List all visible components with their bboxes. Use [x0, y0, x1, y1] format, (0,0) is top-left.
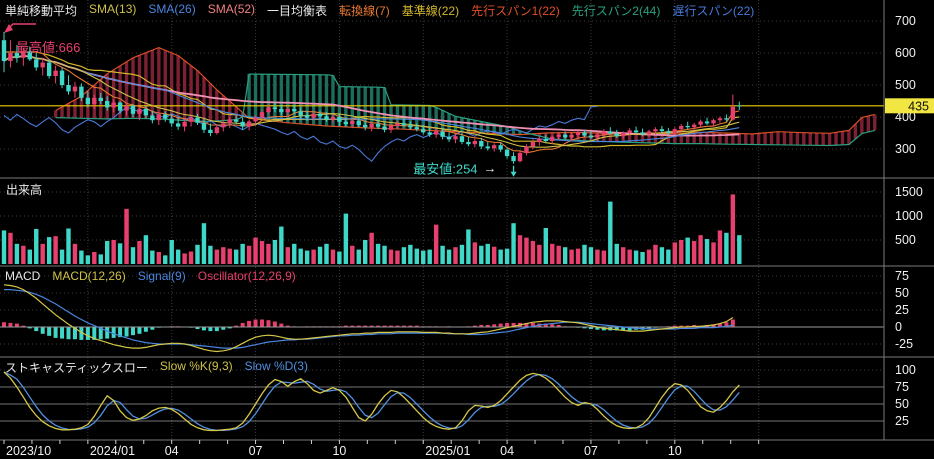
x-axis-label: 10 [332, 444, 346, 458]
macd-axis-label: 75 [895, 269, 909, 283]
current-price-badge: 435 [885, 98, 934, 114]
stoch-axis-label: 75 [895, 380, 909, 394]
x-axis: 2023/10 2024/01 04 07 10 2025/01 04 07 10 [3, 440, 760, 458]
x-axis-label: 2024/01 [90, 444, 135, 458]
macd-axis-label: 25 [895, 303, 909, 317]
price-axis-label: 400 [895, 110, 916, 124]
high-value-annotation: 最高値:666 [16, 40, 80, 55]
x-axis-label: 2023/10 [6, 444, 51, 458]
price-axis-label: 600 [895, 46, 916, 60]
annotations: 最高値:666 最安値:254 → [4, 23, 517, 177]
volume-layer [1, 194, 742, 264]
macd-axis-label: -25 [895, 337, 913, 351]
x-axis-label: 2025/01 [425, 444, 470, 458]
price-axis-label: 300 [895, 142, 916, 156]
volume-axis-label: 1000 [895, 209, 923, 223]
macd-axis-label: 50 [895, 286, 909, 300]
low-arrow-glyph: → [484, 161, 497, 176]
stochastic-layer [3, 371, 740, 432]
x-axis-label: 10 [668, 444, 682, 458]
stoch-axis-label: 100 [895, 363, 916, 377]
panel-separators [0, 0, 934, 441]
x-axis-label: 04 [165, 444, 179, 458]
macd-layer [0, 284, 884, 353]
volume-panel-label: 出来高 [6, 183, 43, 197]
y-axis-labels: 700 600 500 400 300 1500 1000 500 75 50 25 0 -25 100 7… [895, 14, 923, 428]
volume-axis-label: 1500 [895, 185, 923, 199]
stoch-axis-label: 25 [895, 414, 909, 428]
current-price-value: 435 [908, 99, 929, 113]
candles-layer [1, 31, 742, 164]
volume-axis-label: 500 [895, 233, 916, 247]
macd-axis-label: 0 [895, 320, 902, 334]
price-axis-label: 700 [895, 14, 916, 28]
low-value-annotation: 最安値:254 [413, 162, 477, 177]
x-axis-label: 07 [249, 444, 263, 458]
stoch-axis-label: 50 [895, 397, 909, 411]
x-axis-label: 04 [500, 444, 514, 458]
price-axis-label: 500 [895, 78, 916, 92]
ichimoku-cloud [53, 46, 877, 147]
x-axis-label: 07 [584, 444, 598, 458]
